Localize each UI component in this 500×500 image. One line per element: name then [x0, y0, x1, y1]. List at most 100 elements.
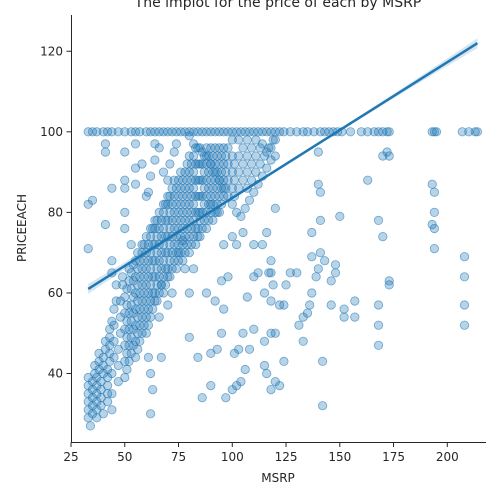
data-point: [161, 248, 171, 258]
data-point: [315, 215, 325, 225]
x-axis-label: MSRP: [261, 471, 295, 485]
data-point: [184, 248, 194, 258]
data-point: [266, 256, 276, 266]
data-point: [268, 135, 278, 145]
data-point: [109, 336, 119, 346]
data-point: [171, 264, 181, 274]
data-point: [109, 320, 119, 330]
data-point: [262, 368, 272, 379]
data-point: [350, 296, 360, 306]
data-point: [238, 328, 248, 338]
data-point: [191, 223, 201, 234]
x-ticks: 25 50 75 100 125 150 175 200: [63, 442, 459, 464]
data-point: [148, 384, 158, 395]
data-point: [120, 175, 130, 185]
data-point: [171, 139, 181, 149]
data-point: [266, 384, 276, 395]
data-point: [427, 179, 437, 189]
data-point: [163, 175, 173, 185]
data-point: [130, 352, 141, 362]
data-point: [195, 207, 205, 217]
data-point: [146, 409, 156, 419]
data-point: [223, 272, 233, 282]
data-point: [214, 207, 224, 217]
data-point: [100, 219, 111, 230]
data-point: [270, 203, 280, 213]
data-point: [143, 187, 153, 197]
data-point: [206, 348, 216, 358]
data-point: [130, 139, 141, 149]
x-tick-label: 125: [275, 450, 298, 464]
data-point: [459, 300, 470, 310]
data-point: [146, 171, 156, 181]
data-point: [143, 352, 153, 362]
data-point: [270, 135, 280, 145]
data-point: [326, 276, 336, 286]
data-point: [109, 352, 119, 362]
data-point: [148, 272, 158, 282]
data-point: [384, 280, 394, 290]
data-point: [253, 268, 263, 278]
data-point: [264, 268, 274, 278]
data-point: [294, 320, 304, 330]
data-point: [184, 288, 194, 298]
data-point: [255, 159, 265, 169]
data-point: [363, 127, 373, 137]
data-point: [315, 187, 325, 197]
y-tick-label: 100: [40, 125, 63, 139]
data-point: [268, 280, 278, 290]
y-axis-label: PRICEEACH: [15, 194, 29, 262]
data-point: [234, 167, 244, 177]
data-point: [221, 393, 231, 403]
data-point: [259, 336, 270, 346]
data-point: [270, 328, 280, 338]
data-point: [242, 135, 252, 145]
data-point: [330, 268, 341, 278]
data-point: [262, 163, 272, 173]
data-point: [251, 151, 261, 161]
x-tick-label: 100: [221, 450, 244, 464]
x-tick-label: 175: [382, 450, 405, 464]
data-point: [307, 288, 317, 298]
data-point: [279, 356, 289, 366]
data-point: [133, 344, 143, 354]
data-point: [339, 312, 349, 322]
data-point: [238, 159, 248, 169]
y-tick-label: 80: [48, 205, 63, 219]
data-point: [158, 288, 169, 298]
data-point: [229, 159, 239, 169]
data-point: [223, 175, 233, 185]
data-point: [431, 127, 442, 137]
data-point: [197, 223, 207, 234]
data-point: [378, 232, 388, 242]
data-point: [120, 127, 130, 137]
chart-title: The lmplot for the price of each by MSRP: [134, 0, 422, 11]
data-point: [103, 380, 113, 391]
data-point: [382, 127, 392, 137]
data-point: [249, 324, 259, 334]
data-point: [317, 356, 328, 366]
data-point: [150, 215, 160, 225]
data-point: [146, 312, 156, 322]
data-point: [236, 211, 246, 221]
data-point: [148, 288, 158, 298]
data-point: [135, 336, 145, 346]
data-point: [201, 288, 212, 298]
data-point: [146, 368, 156, 379]
data-point: [100, 147, 111, 157]
data-point: [111, 280, 121, 290]
data-point: [259, 151, 270, 161]
data-point: [208, 215, 218, 225]
data-point: [92, 413, 102, 423]
data-point: [141, 191, 151, 201]
data-point: [191, 240, 201, 250]
data-point: [429, 223, 439, 234]
data-point: [264, 143, 274, 153]
data-point: [154, 312, 164, 322]
y-tick-label: 120: [40, 44, 63, 58]
data-point: [238, 143, 248, 153]
data-point: [240, 203, 250, 213]
data-point: [184, 131, 194, 141]
data-point: [107, 256, 117, 266]
data-point: [356, 127, 366, 137]
